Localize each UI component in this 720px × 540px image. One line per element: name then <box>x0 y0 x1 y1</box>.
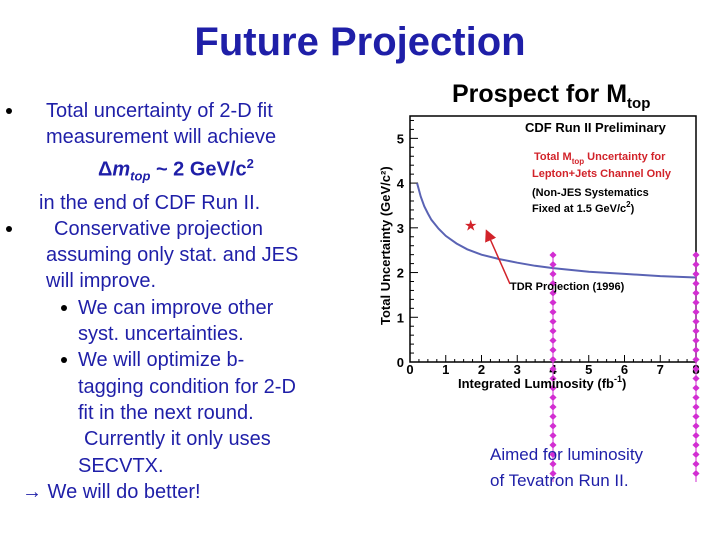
target-marker <box>549 298 557 307</box>
target-marker <box>692 374 700 383</box>
target-marker <box>692 403 700 411</box>
target-marker <box>692 327 700 335</box>
target-marker <box>549 289 557 297</box>
y-tick-label: 0 <box>397 355 404 370</box>
target-marker <box>549 384 557 392</box>
target-marker <box>692 412 700 421</box>
chart-subtitle: CDF Run II Preliminary <box>525 120 667 135</box>
target-marker <box>549 270 557 278</box>
x-tick-label: 5 <box>585 362 592 377</box>
y-axis-label: Total Uncertainty (GeV/c²) <box>378 166 393 325</box>
target-marker <box>692 450 700 459</box>
arrow-icon: → <box>22 480 42 503</box>
bullet-1-line-2: measurement will achieve <box>46 126 277 149</box>
target-marker <box>549 251 557 259</box>
target-marker <box>549 327 557 335</box>
bullet-2-line-2: assuming only stat. and JES <box>46 244 299 267</box>
uncertainty-curve <box>416 182 697 279</box>
y-tick-label: 3 <box>397 221 404 236</box>
target-marker <box>692 422 700 430</box>
bullet-dot <box>6 225 12 232</box>
target-marker <box>692 441 700 449</box>
bullet-2-line-1: Conservative projection <box>54 217 263 240</box>
caption-line-2: of Tevatron Run II. <box>490 471 629 490</box>
target-marker <box>692 346 700 354</box>
sub-bullet-1-line-1: We can improve other <box>78 296 274 319</box>
annotation-arrow <box>485 229 511 285</box>
target-marker <box>692 298 700 307</box>
bullet-list: Total uncertainty of 2-D fit measurement… <box>6 98 370 505</box>
x-tick-label: 0 <box>406 362 413 377</box>
target-marker <box>692 365 700 373</box>
bullet-2-line-3: will improve. <box>46 270 157 293</box>
target-marker <box>692 270 700 278</box>
target-marker <box>692 469 700 478</box>
y-tick-label: 2 <box>397 266 404 281</box>
x-tick-label: 2 <box>478 362 485 377</box>
sub-bullet-2-line-1: We will optimize b- <box>78 349 245 372</box>
sub-bullet-dot <box>61 304 67 311</box>
target-marker <box>549 355 557 364</box>
tdr-projection-label: TDR Projection (1996) <box>510 281 625 293</box>
sub-bullet-2-line-4: Currently it only uses <box>84 428 271 451</box>
bullet-1-line-4: in the end of CDF Run II. <box>39 191 261 214</box>
target-marker <box>692 289 700 297</box>
sub-bullet-2-line-2: tagging condition for 2-D <box>78 375 296 398</box>
bullet-dot <box>6 108 12 114</box>
note-line-2: Fixed at 1.5 GeV/c2) <box>532 200 635 215</box>
target-marker <box>549 412 557 421</box>
target-marker <box>549 374 557 383</box>
sub-bullet-2-line-3: fit in the next round. <box>78 401 254 424</box>
closing-line: → We will do better! <box>22 480 201 503</box>
x-tick-label: 7 <box>657 362 664 377</box>
target-marker <box>692 393 700 402</box>
target-marker <box>692 251 700 259</box>
bullet-1-line-1: Total uncertainty of 2-D fit <box>46 100 273 122</box>
target-marker <box>692 279 700 288</box>
star-icon: ★ <box>464 218 477 235</box>
target-marker <box>692 317 700 326</box>
sub-bullet-2-line-5: SECVTX. <box>78 454 164 477</box>
target-marker <box>692 431 700 440</box>
y-tick-label: 4 <box>397 176 405 191</box>
bullet-1-formula: Δmtop ~ 2 GeV/c2 <box>98 155 254 184</box>
target-marker <box>549 346 557 354</box>
x-tick-label: 6 <box>621 362 628 377</box>
target-marker <box>549 308 557 316</box>
target-marker <box>692 384 700 392</box>
target-marker <box>549 431 557 440</box>
target-marker <box>549 393 557 402</box>
target-marker <box>549 279 557 288</box>
slide-title: Future Projection <box>194 20 526 64</box>
target-marker <box>549 460 557 468</box>
x-axis-label: Integrated Luminosity (fb-1) <box>458 374 626 391</box>
note-line-1: (Non-JES Systematics <box>532 187 649 199</box>
legend-line-1: Total Mtop Uncertainty for <box>534 151 666 166</box>
target-marker <box>692 336 700 345</box>
target-marker <box>692 260 700 269</box>
target-marker <box>549 469 557 478</box>
target-marker <box>692 460 700 468</box>
sub-bullet-dot <box>61 357 67 364</box>
target-marker <box>692 308 700 316</box>
target-marker <box>549 403 557 411</box>
target-marker <box>549 441 557 449</box>
sub-bullet-1-line-2: syst. uncertainties. <box>78 323 244 346</box>
target-marker <box>549 450 557 459</box>
luminosity-caption: Aimed for luminosity of Tevatron Run II. <box>490 442 690 494</box>
target-marker <box>549 317 557 326</box>
y-tick-label: 5 <box>397 131 404 146</box>
target-marker <box>692 355 700 364</box>
target-marker <box>549 422 557 430</box>
x-tick-label: 1 <box>442 362 449 377</box>
target-marker <box>549 336 557 345</box>
caption-line-1: Aimed for luminosity <box>490 445 644 464</box>
legend-line-2: Lepton+Jets Channel Only <box>532 168 672 180</box>
chart-title: Prospect for Mtop <box>452 80 651 112</box>
x-tick-label: 3 <box>514 362 521 377</box>
target-marker <box>549 260 557 269</box>
target-marker <box>549 365 557 373</box>
y-tick-label: 1 <box>397 310 404 325</box>
